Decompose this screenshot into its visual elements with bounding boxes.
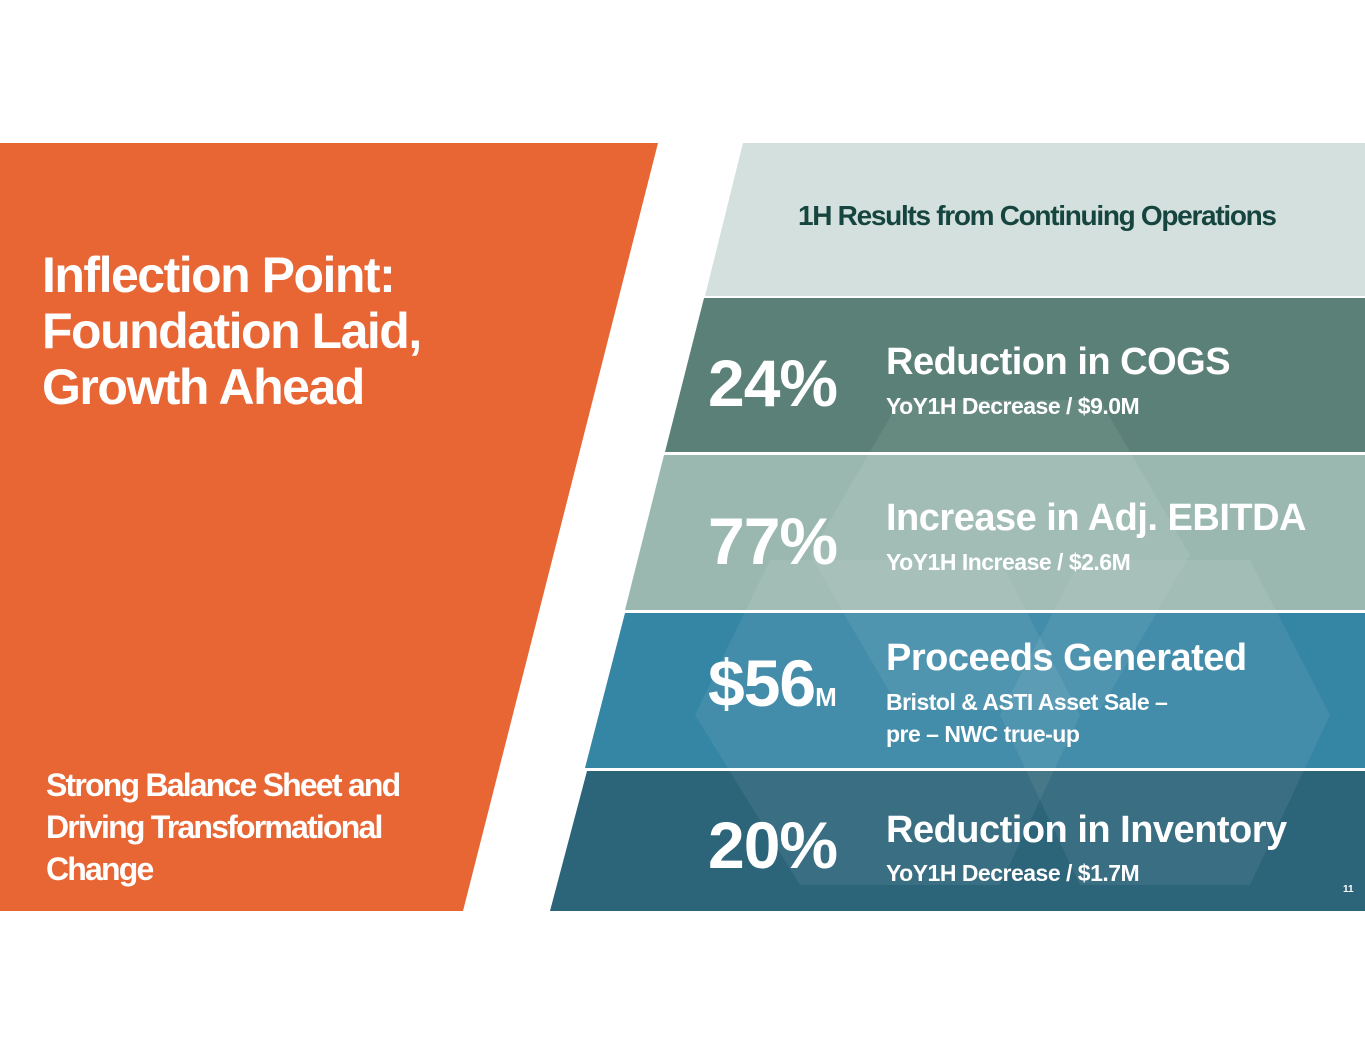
stat-title-cogs: Reduction in COGS <box>886 341 1231 383</box>
stat-band-proceeds <box>585 613 1365 768</box>
stat-band-cogs <box>665 298 1365 452</box>
slide-title: Inflection Point: Foundation Laid, Growt… <box>42 247 422 415</box>
stat-title-ebitda: Increase in Adj. EBITDA <box>886 497 1306 539</box>
stat-subtitle-proceeds: Bristol & ASTI Asset Sale – pre – NWC tr… <box>886 689 1168 747</box>
stat-subtitle-ebitda: YoY1H Increase / $2.6M <box>886 549 1131 575</box>
header-title: 1H Results from Continuing Operations <box>798 200 1277 231</box>
slide-subtitle: Strong Balance Sheet and Driving Transfo… <box>46 767 401 887</box>
stat-title-inventory: Reduction in Inventory <box>886 809 1287 851</box>
stat-value-cogs: 24% <box>708 346 838 420</box>
stat-band-inventory <box>550 771 1365 911</box>
stat-subtitle-inventory: YoY1H Decrease / $1.7M <box>886 860 1140 886</box>
stat-title-proceeds: Proceeds Generated <box>886 637 1247 679</box>
stat-value-inventory: 20% <box>708 808 838 882</box>
stat-subtitle-cogs: YoY1H Decrease / $9.0M <box>886 393 1140 419</box>
header-band <box>705 143 1365 296</box>
page-number: 11 <box>1343 884 1354 895</box>
stat-band-ebitda <box>625 455 1365 610</box>
stat-value-ebitda: 77% <box>708 504 838 578</box>
stat-value-proceeds: $56M <box>708 646 837 720</box>
